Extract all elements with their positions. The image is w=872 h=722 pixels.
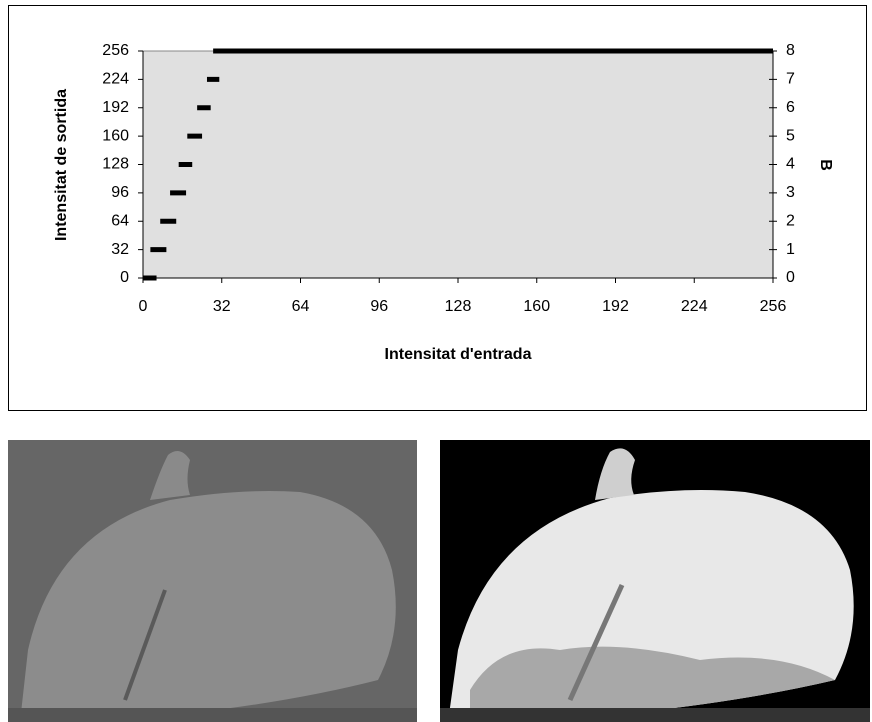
step-segment [213,49,773,54]
y2-tick-label: 2 [786,212,795,229]
y2-tick-label: 4 [786,156,795,173]
step-segment [143,276,157,281]
x-tick-label: 256 [760,298,787,315]
y-tick-label: 256 [102,42,129,59]
y-tick-label: 160 [102,127,129,144]
page: {"chart_data": {"type": "segments", "x_l… [0,0,872,722]
y-tick-label: 32 [111,241,129,258]
y2-tick-label: 8 [786,42,795,59]
y-axis-title: Intensitat de sortida [53,89,70,241]
y2-axis-title: B [817,159,834,171]
x-tick-label: 64 [292,298,310,315]
left-photo [8,440,417,722]
y-tick-label: 128 [102,156,129,173]
step-segment [150,247,166,252]
y2-tick-label: 1 [786,241,795,258]
y-tick-label: 64 [111,212,129,229]
step-segment [160,219,176,224]
y-tick-label: 0 [120,269,129,286]
x-tick-label: 32 [213,298,231,315]
step-segment [207,77,219,82]
step-segment [170,190,186,195]
step-segment [179,162,193,167]
x-tick-label: 0 [139,298,148,315]
x-axis-title: Intensitat d'entrada [385,346,532,363]
plot-area [143,51,773,278]
x-tick-label: 128 [445,298,472,315]
step-segment [197,105,211,110]
y2-tick-label: 6 [786,99,795,116]
base-strip [440,708,870,722]
y-tick-label: 96 [111,184,129,201]
x-tick-label: 192 [602,298,629,315]
y-tick-label: 192 [102,99,129,116]
y-tick-label: 224 [102,71,129,88]
y2-tick-label: 3 [786,184,795,201]
y2-tick-label: 5 [786,127,795,144]
step-segment [187,134,202,139]
x-tick-label: 160 [523,298,550,315]
base-strip [8,708,417,722]
right-photo [440,440,870,722]
y2-tick-label: 7 [786,71,795,88]
y2-tick-label: 0 [786,269,795,286]
figure: Intensitat de sortida B Intensitat d'ent… [0,0,872,722]
x-tick-label: 96 [370,298,388,315]
x-tick-label: 224 [681,298,708,315]
